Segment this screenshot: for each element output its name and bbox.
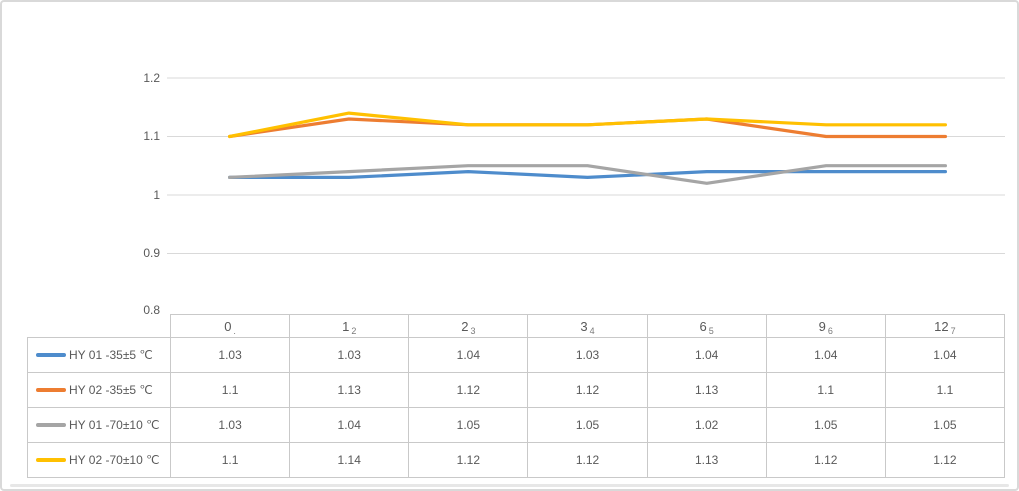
table-cell: 1.05 [527,407,648,443]
table-cell: 1.12 [408,442,529,478]
table-cell: 1.1 [169,372,291,408]
bottom-divider [10,484,1009,487]
x-category-header: 12 7 [884,314,1006,338]
table-cell: 1.12 [527,372,648,408]
table-row: HY 01 -35±5 ℃ 1.03 1.03 1.04 1.03 1.04 1… [27,337,1006,373]
table-cell: 1.12 [408,372,529,408]
table-cell: 1.04 [765,337,886,373]
table-row: HY 02 -70±10 ℃ 1.1 1.14 1.12 1.12 1.13 1… [27,442,1006,478]
x-category-subscript: 4 [589,325,595,336]
table-cell: 1.04 [289,407,410,443]
series-line [228,170,948,179]
table-cell: 1.12 [527,442,648,478]
table-cell: 1.05 [408,407,529,443]
table-cell: 1.04 [646,337,767,373]
series-legend-label: HY 01 -70±10 ℃ [27,407,171,443]
y-axis-tick: 1.1 [143,129,160,143]
x-category-subscript: 6 [827,325,833,336]
chart-series-lines [228,111,948,185]
table-cell: 1.04 [408,337,529,373]
line-chart [167,77,1005,254]
series-legend-label: HY 01 -35±5 ℃ [27,337,171,373]
table-cell: 1.03 [289,337,410,373]
series-legend-label: HY 02 -35±5 ℃ [27,372,171,408]
table-cell: 1.03 [169,337,291,373]
legend-line-swatch [36,352,66,357]
table-cell: 1.1 [169,442,291,478]
legend-line-swatch [36,457,66,462]
table-cell: 1.1 [765,372,886,408]
table-cell: 1.03 [169,407,291,443]
y-axis-tick: 0.8 [143,303,160,317]
y-axis-tick: 1.2 [143,71,160,85]
table-cell: 1.14 [289,442,410,478]
table-cell: 1.1 [884,372,1006,408]
table-cell: 1.13 [289,372,410,408]
table-cell: 1.12 [884,442,1006,478]
table-corner-cell [28,315,171,338]
y-axis-tick: 1 [153,188,160,202]
x-category-subscript: 5 [708,325,714,336]
y-axis-tick: 0.9 [143,246,160,260]
x-category-subscript: . [233,325,236,336]
table-cell: 1.13 [646,442,767,478]
table-cell: 1.05 [765,407,886,443]
x-category-subscript: 7 [950,325,956,336]
table-cell: 1.03 [527,337,648,373]
table-row: HY 01 -70±10 ℃ 1.03 1.04 1.05 1.05 1.02 … [27,407,1006,443]
table-cell: 1.04 [884,337,1006,373]
table-cell: 1.12 [765,442,886,478]
table-cell: 1.05 [884,407,1006,443]
series-line [228,111,948,139]
x-category-header: 0. [169,314,291,338]
table-row: HY 02 -35±5 ℃ 1.1 1.13 1.12 1.12 1.13 1.… [27,372,1006,408]
table-cell: 1.13 [646,372,767,408]
legend-line-swatch [36,422,66,427]
series-line [228,117,948,139]
series-legend-label: HY 02 -70±10 ℃ [27,442,171,478]
series-line [228,164,948,185]
x-category-subscript: 3 [470,325,476,336]
legend-line-swatch [36,387,66,392]
x-category-subscript: 2 [351,325,357,336]
table-cell: 1.02 [646,407,767,443]
